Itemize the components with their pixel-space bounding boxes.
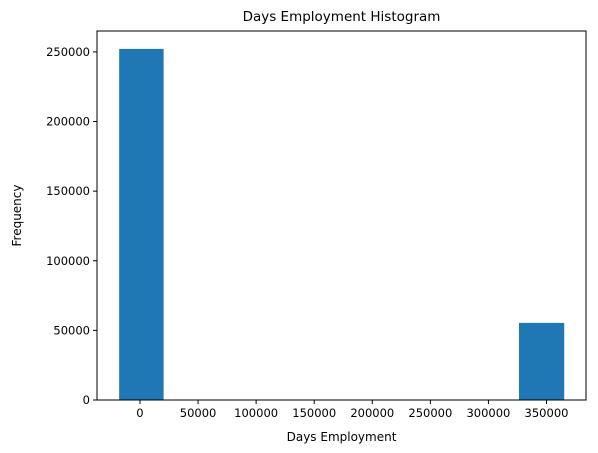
- x-tick-label: 350000: [525, 406, 569, 420]
- x-tick-label: 50000: [180, 406, 217, 420]
- x-tick-label: 300000: [466, 406, 510, 420]
- y-tick-label: 50000: [53, 323, 90, 337]
- y-tick-label: 200000: [46, 115, 90, 129]
- histogram-bar-0: [119, 48, 164, 400]
- y-axis-label: Frequency: [10, 185, 24, 247]
- x-tick-label: 200000: [350, 406, 394, 420]
- x-tick-label: 250000: [408, 406, 452, 420]
- x-axis-label: Days Employment: [287, 430, 397, 444]
- histogram-bar-9: [519, 322, 565, 400]
- y-tick-label: 150000: [46, 184, 90, 198]
- y-axis-ticks: 0 50000 100000 150000 200000 250000: [46, 45, 97, 407]
- plot-frame: [96, 30, 587, 401]
- y-tick-label: 0: [83, 393, 90, 407]
- y-tick-label: 100000: [46, 254, 90, 268]
- x-tick-label: 150000: [292, 406, 336, 420]
- bars-group: [119, 48, 565, 400]
- x-axis-ticks: 0 50000 100000 150000 200000 250000 300000 3500…: [136, 400, 568, 420]
- x-tick-label: 0: [136, 406, 143, 420]
- chart-title: Days Employment Histogram: [243, 9, 441, 25]
- x-tick-label: 100000: [234, 406, 278, 420]
- y-tick-label: 250000: [46, 45, 90, 59]
